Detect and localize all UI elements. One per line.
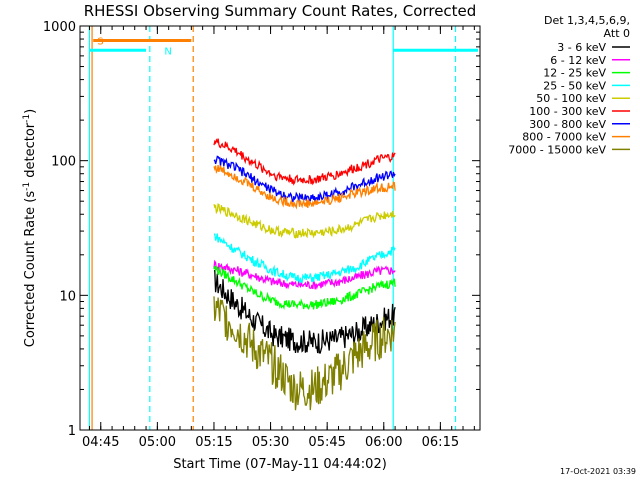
- series-line-800-7000keV: [213, 165, 396, 210]
- y-tick-label: 100: [51, 155, 76, 170]
- series-line-300-800keV: [213, 155, 396, 203]
- footer-timestamp: 17-Oct-2021 03:39: [560, 467, 636, 476]
- x-axis-ticks: 04:45 05:00 05:15 05:30 05:45 06:00 06:15: [82, 26, 475, 450]
- x-tick-label: 05:00: [139, 435, 176, 450]
- y-axis-label: Corrected Count Rate (s-1 detector-1): [22, 109, 38, 347]
- x-tick-label: 05:45: [308, 435, 345, 450]
- legend-header-1: Det 1,3,4,5,6,9,: [544, 14, 630, 27]
- flag-label-N: N: [164, 46, 171, 57]
- chart-title: RHESSI Observing Summary Count Rates, Co…: [84, 2, 477, 20]
- legend-label: 25 - 50 keV: [543, 79, 606, 92]
- series-line-7000-15000keV: [213, 296, 396, 411]
- legend-label: 300 - 800 keV: [529, 118, 606, 131]
- y-axis-label-sup-1: -1: [22, 182, 32, 191]
- x-axis-label: Start Time (07-May-11 04:44:02): [173, 457, 387, 472]
- series-line-100-300keV: [213, 138, 396, 186]
- legend-label: 12 - 25 keV: [543, 67, 606, 80]
- plot-area: SN: [88, 26, 478, 430]
- series-line-50-100keV: [213, 203, 396, 239]
- x-tick-label: 05:15: [195, 435, 232, 450]
- legend-label: 50 - 100 keV: [536, 92, 606, 105]
- y-tick-label: 1: [68, 424, 76, 439]
- x-tick-label: 06:15: [422, 435, 459, 450]
- series-line-6-12keV: [213, 259, 396, 290]
- legend-label: 800 - 7000 keV: [522, 131, 606, 144]
- x-tick-label: 05:30: [252, 435, 289, 450]
- x-tick-label: 06:00: [365, 435, 402, 450]
- x-tick-label: 04:45: [82, 435, 119, 450]
- series-line-25-50keV: [214, 233, 396, 285]
- flag-label-S: S: [97, 37, 103, 48]
- series-line-3-6keV: [213, 269, 396, 354]
- y-axis-ticks: 1 10 100 1000: [43, 20, 480, 439]
- series-line-12-25keV: [213, 265, 396, 310]
- legend-label: 6 - 12 keV: [550, 54, 606, 67]
- y-axis-label-main: Corrected Count Rate (s: [23, 191, 38, 348]
- y-axis-label-end: ): [23, 109, 38, 114]
- plot-frame: [79, 25, 481, 431]
- legend-label: 100 - 300 keV: [529, 105, 606, 118]
- legend-label: 7000 - 15000 keV: [508, 143, 606, 156]
- y-tick-label: 1000: [43, 20, 76, 35]
- legend-header-2: Att 0: [604, 27, 630, 40]
- y-tick-label: 10: [59, 289, 76, 304]
- y-axis-label-mid: detector: [23, 122, 38, 182]
- legend-label: 3 - 6 keV: [557, 41, 606, 54]
- y-axis-label-sup-2: -1: [22, 114, 32, 123]
